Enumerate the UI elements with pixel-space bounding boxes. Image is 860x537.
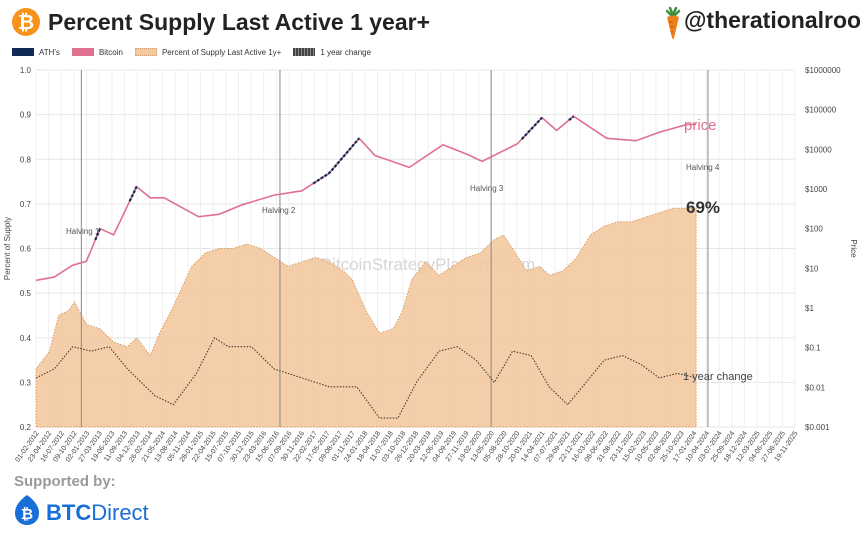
halving-label: Halving 2 [262,206,296,215]
legend-label: 1 year change [320,47,372,57]
brand-bold: BTC [46,500,92,525]
legend-swatch [12,48,34,56]
y-tick-label: 0.5 [20,289,32,298]
svg-text:₿: ₿ [21,505,33,523]
ath-segment [128,186,138,202]
legend-item-1y-change[interactable]: 1 year change [293,48,371,57]
legend-swatch [134,48,157,56]
y-tick-label: 0.6 [20,245,32,254]
ath-segment [568,115,575,121]
header: ₿ Percent Supply Last Active 1 year+ @th… [0,0,860,46]
ath-segment [94,227,102,241]
y2-axis-label: Price [849,239,858,258]
sponsor-brand[interactable]: BTCDirect [46,500,149,526]
chart-legend: ATH's Bitcoin Percent of Supply Last Act… [12,45,383,59]
y2-tick-label: $10000 [805,145,832,154]
ath-segment [312,137,361,185]
y2-tick-label: $0.1 [805,344,821,353]
y-tick-label: 1.0 [20,66,32,75]
chart-title: Percent Supply Last Active 1 year+ [48,9,431,35]
halving-label: Halving 4 [686,163,720,172]
series-1y-change-line [35,337,697,419]
y2-tick-label: $0.01 [805,383,826,392]
y2-tick-label: $1 [805,304,814,313]
annotation-price: price [684,117,717,134]
y-tick-label: 0.2 [20,423,32,432]
legend-swatch [71,48,94,56]
legend-label: ATH's [39,47,60,57]
legend-item-aths[interactable]: ATH's [12,48,60,57]
author-handle: @therationalroot [684,7,860,33]
y-tick-label: 0.9 [20,111,32,120]
legend-item-bitcoin[interactable]: Bitcoin [71,47,123,57]
bitcoin-logo-icon: ₿ [12,8,40,36]
brand-light: Direct [91,500,149,525]
series-percent-supply-area [35,207,697,428]
y2-tick-label: $1000000 [805,66,841,75]
y2-tick-label: $1000 [805,185,828,194]
btcdirect-logo-icon: ₿ [15,495,39,525]
y2-tick-label: $100 [805,225,823,234]
y-axis-label: Percent of Supply [3,217,12,280]
y2-tick-label: $10 [805,264,819,273]
legend-item-percent-supply[interactable]: Percent of Supply Last Active 1y+ [134,47,282,57]
carrot-icon [665,6,681,39]
y-tick-label: 0.4 [20,334,32,343]
annotation-current-percent: 69% [686,198,720,217]
y-tick-label: 0.7 [20,200,32,209]
halving-label: Halving 3 [470,184,504,193]
y2-tick-label: $100000 [805,106,837,115]
y2-tick-label: $0.001 [805,423,830,432]
y-tick-label: 0.8 [20,155,32,164]
y-tick-label: 0.3 [20,378,32,387]
supported-by-label: Supported by: [14,473,116,490]
legend-label: Bitcoin [98,47,123,57]
annotation-1y-change: 1 year change [683,371,753,383]
legend-label: Percent of Supply Last Active 1y+ [161,47,282,57]
chart-area: 0.2 0.3 0.4 0.5 0.6 0.7 0.8 0.9 1.0 $0.001 $0.01 $0… [3,66,858,463]
ath-segment [521,116,543,140]
legend-swatch [293,48,316,56]
halving-label: Halving 1 [66,227,100,236]
